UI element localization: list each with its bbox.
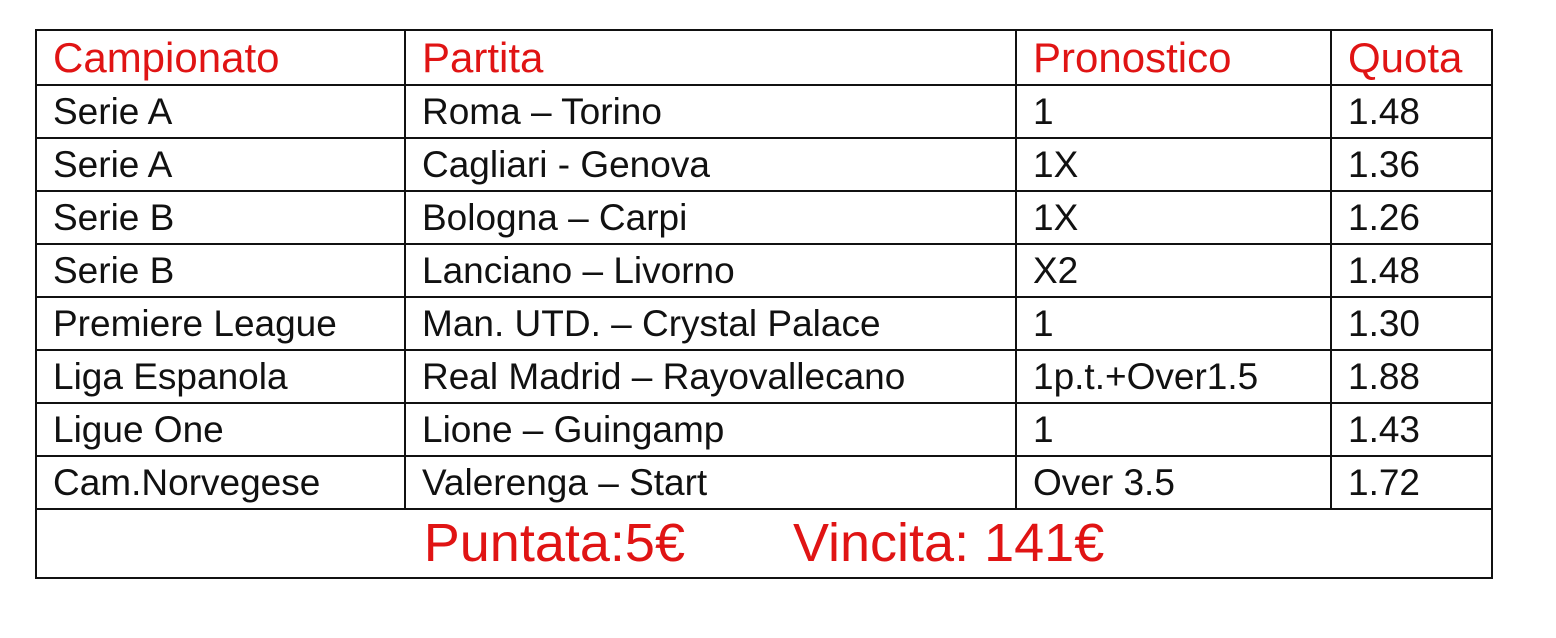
table-row: Premiere League Man. UTD. – Crystal Palac… xyxy=(35,296,1493,351)
cell-quota: 1.88 xyxy=(1330,349,1493,404)
header-partita: Partita xyxy=(404,29,1017,86)
cell-partita: Lanciano – Livorno xyxy=(404,243,1017,298)
table-row: Cam.Norvegese Valerenga – Start Over 3.5 1.… xyxy=(35,455,1493,510)
summary-cell: Puntata:5€ Vincita: 141€ xyxy=(35,508,1493,579)
cell-partita: Real Madrid – Rayovallecano xyxy=(404,349,1017,404)
table-row: Serie B Bologna – Carpi 1X 1.26 xyxy=(35,190,1493,245)
cell-partita: Bologna – Carpi xyxy=(404,190,1017,245)
cell-partita: Lione – Guingamp xyxy=(404,402,1017,457)
cell-pronostico: 1 xyxy=(1015,296,1332,351)
table-row: Serie B Lanciano – Livorno X2 1.48 xyxy=(35,243,1493,298)
cell-campionato: Premiere League xyxy=(35,296,406,351)
cell-pronostico: 1X xyxy=(1015,137,1332,192)
summary-row: Puntata:5€ Vincita: 141€ xyxy=(35,508,1493,579)
cell-pronostico: 1 xyxy=(1015,84,1332,139)
cell-pronostico: Over 3.5 xyxy=(1015,455,1332,510)
cell-quota: 1.48 xyxy=(1330,243,1493,298)
cell-campionato: Ligue One xyxy=(35,402,406,457)
table-row: Liga Espanola Real Madrid – Rayovallecano… xyxy=(35,349,1493,404)
cell-quota: 1.30 xyxy=(1330,296,1493,351)
cell-partita: Cagliari - Genova xyxy=(404,137,1017,192)
header-campionato: Campionato xyxy=(35,29,406,86)
cell-quota: 1.72 xyxy=(1330,455,1493,510)
header-pronostico: Pronostico xyxy=(1015,29,1332,86)
cell-pronostico: 1 xyxy=(1015,402,1332,457)
cell-campionato: Cam.Norvegese xyxy=(35,455,406,510)
cell-partita: Man. UTD. – Crystal Palace xyxy=(404,296,1017,351)
cell-campionato: Serie A xyxy=(35,137,406,192)
cell-pronostico: 1p.t.+Over1.5 xyxy=(1015,349,1332,404)
table-row: Ligue One Lione – Guingamp 1 1.43 xyxy=(35,402,1493,457)
cell-campionato: Serie B xyxy=(35,190,406,245)
betting-slip-table: Campionato Partita Pronostico Quota Seri… xyxy=(35,29,1493,579)
cell-partita: Valerenga – Start xyxy=(404,455,1017,510)
header-quota: Quota xyxy=(1330,29,1493,86)
cell-campionato: Liga Espanola xyxy=(35,349,406,404)
cell-quota: 1.48 xyxy=(1330,84,1493,139)
cell-pronostico: 1X xyxy=(1015,190,1332,245)
cell-quota: 1.36 xyxy=(1330,137,1493,192)
table-row: Serie A Roma – Torino 1 1.48 xyxy=(35,84,1493,139)
cell-quota: 1.43 xyxy=(1330,402,1493,457)
stake-label: Puntata:5€ xyxy=(423,513,685,573)
cell-campionato: Serie B xyxy=(35,243,406,298)
winnings-label: Vincita: 141€ xyxy=(792,513,1105,573)
table-row: Serie A Cagliari - Genova 1X 1.36 xyxy=(35,137,1493,192)
cell-quota: 1.26 xyxy=(1330,190,1493,245)
cell-partita: Roma – Torino xyxy=(404,84,1017,139)
cell-pronostico: X2 xyxy=(1015,243,1332,298)
table-header-row: Campionato Partita Pronostico Quota xyxy=(35,29,1493,86)
cell-campionato: Serie A xyxy=(35,84,406,139)
